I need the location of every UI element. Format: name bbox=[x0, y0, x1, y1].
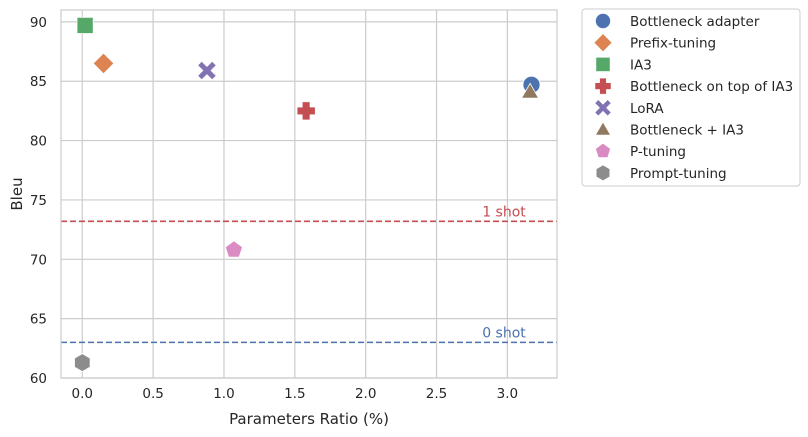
y-axis-label: Bleu bbox=[8, 177, 26, 210]
x-tick-label: 1.5 bbox=[284, 386, 305, 402]
legend-label: Bottleneck adapter bbox=[630, 14, 760, 30]
x-tick-label: 0.5 bbox=[142, 386, 163, 402]
plot-frame bbox=[60, 9, 558, 379]
data-point-6 bbox=[520, 82, 540, 99]
x-tick-label: 3.0 bbox=[497, 386, 518, 402]
legend-frame bbox=[581, 8, 801, 187]
plot-area bbox=[61, 10, 557, 378]
data-point-2 bbox=[92, 52, 115, 75]
data-points bbox=[74, 16, 541, 373]
data-point-4 bbox=[296, 101, 316, 121]
legend-label: Bottleneck on top of IA3 bbox=[630, 79, 793, 95]
legend-marker bbox=[593, 32, 613, 53]
reference-line-label: 0 shot bbox=[482, 325, 526, 341]
legend-label: Bottleneck + IA3 bbox=[630, 123, 744, 139]
reference-line-label: 1 shot bbox=[482, 204, 526, 220]
x-tick-label: 2.0 bbox=[355, 386, 376, 402]
legend-marker bbox=[595, 56, 611, 73]
legend-label: Prompt-tuning bbox=[630, 166, 727, 182]
data-point-3 bbox=[76, 16, 94, 34]
legend-marker bbox=[594, 99, 612, 117]
legend-marker bbox=[594, 77, 612, 95]
grid bbox=[61, 10, 557, 379]
x-tick-label: 1.0 bbox=[213, 386, 234, 402]
legend: Bottleneck adapter Prefix-tuning IA3 Bottle… bbox=[581, 8, 801, 187]
y-tick-label: 80 bbox=[30, 134, 47, 150]
data-point-5 bbox=[197, 61, 217, 80]
y-tick-labels: 60 65 70 75 80 85 90 bbox=[30, 15, 47, 387]
legend-label: P-tuning bbox=[630, 144, 686, 160]
data-point-8 bbox=[74, 353, 91, 373]
x-tick-label: 0.0 bbox=[72, 386, 93, 402]
y-tick-label: 90 bbox=[30, 15, 47, 31]
x-axis-label: Parameters Ratio (%) bbox=[229, 410, 389, 428]
y-tick-label: 75 bbox=[30, 193, 47, 209]
legend-label: Prefix-tuning bbox=[630, 36, 716, 52]
x-tick-labels: 0.0 0.5 1.0 1.5 2.0 2.5 3.0 bbox=[72, 386, 519, 402]
y-tick-label: 70 bbox=[30, 252, 47, 268]
y-tick-label: 60 bbox=[30, 371, 47, 387]
legend-marker bbox=[595, 12, 612, 29]
y-tick-label: 65 bbox=[30, 312, 47, 328]
reference-lines: 1 shot 0 shot bbox=[61, 204, 557, 344]
legend-label: LoRA bbox=[630, 101, 664, 117]
legend-marker bbox=[594, 121, 612, 136]
legend-marker bbox=[594, 142, 612, 159]
x-tick-label: 2.5 bbox=[426, 386, 447, 402]
y-tick-label: 85 bbox=[30, 74, 47, 90]
data-point-7 bbox=[224, 240, 243, 258]
legend-marker bbox=[595, 164, 611, 182]
legend-label: IA3 bbox=[630, 57, 652, 73]
